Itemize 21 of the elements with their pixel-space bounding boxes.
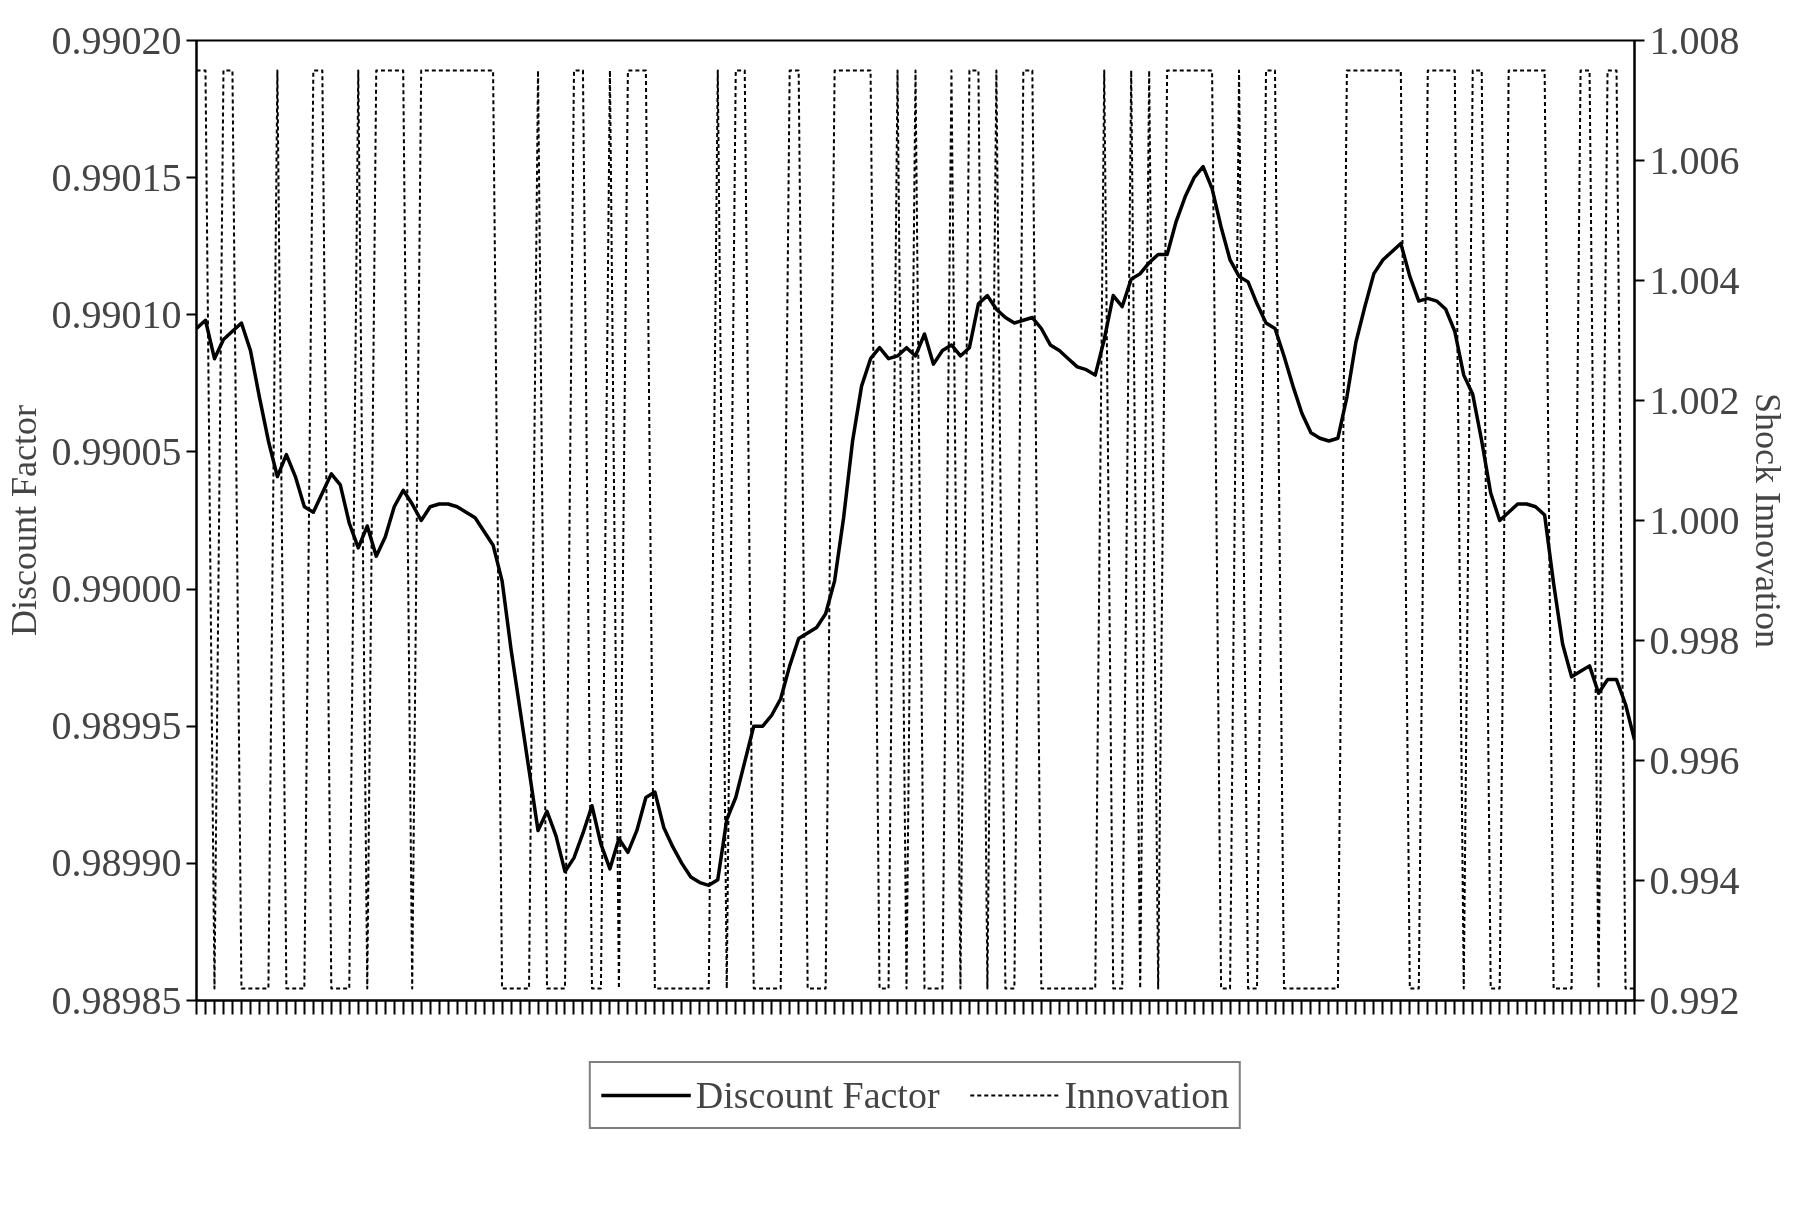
y2-tick-label: 0.998 — [1649, 617, 1740, 663]
y-tick-label: 0.99020 — [51, 17, 182, 63]
y2-tick-label: 0.992 — [1649, 977, 1740, 1023]
y-tick-label: 0.98990 — [51, 840, 182, 886]
y-tick-label: 0.99005 — [51, 428, 182, 474]
y2-tick-label: 1.008 — [1649, 17, 1740, 63]
y-tick-label: 0.99000 — [51, 566, 182, 612]
y2-tick-label: 1.000 — [1649, 497, 1740, 543]
y2-axis-title: Shock Innovation — [1747, 393, 1788, 648]
y2-tick-label: 0.996 — [1649, 737, 1740, 783]
y-tick-label: 0.99015 — [51, 154, 182, 200]
y-axis-title: Discount Factor — [3, 405, 44, 636]
y2-tick-label: 1.006 — [1649, 137, 1740, 183]
y-tick-label: 0.98995 — [51, 703, 182, 749]
y2-tick-label: 1.004 — [1649, 257, 1740, 303]
y-tick-label: 0.98985 — [51, 977, 182, 1023]
y2-tick-label: 0.994 — [1649, 857, 1740, 903]
legend-label: Innovation — [1064, 1073, 1230, 1117]
y2-tick-label: 1.002 — [1649, 377, 1740, 423]
legend-label: Discount Factor — [695, 1073, 940, 1117]
y-tick-label: 0.99010 — [51, 291, 182, 337]
